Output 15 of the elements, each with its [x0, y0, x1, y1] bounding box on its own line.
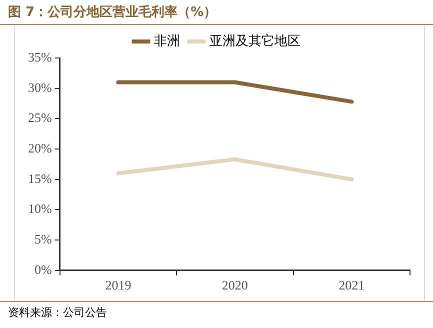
y-tick-label: 20%	[28, 140, 52, 156]
text: 资料来源：公司公告	[0, 301, 433, 324]
legend-label: 亚洲及其它地区	[210, 32, 300, 49]
y-tick-label: 0%	[34, 262, 52, 277]
y-tick-label: 5%	[34, 231, 52, 246]
y-tick-label: 35%	[28, 49, 52, 64]
legend-label: 非洲	[154, 34, 180, 49]
chart-title: 图 7：公司分地区营业毛利率（%）	[0, 2, 433, 25]
y-tick-label: 30%	[28, 80, 52, 95]
y-tick-label: 15%	[28, 170, 52, 186]
x-tick-label: 2020	[222, 278, 248, 293]
x-tick-label: 2021	[338, 278, 365, 293]
x-tick-label: 2019	[105, 278, 132, 293]
y-tick-label: 25%	[28, 110, 52, 126]
y-tick-label: 10%	[28, 201, 52, 216]
